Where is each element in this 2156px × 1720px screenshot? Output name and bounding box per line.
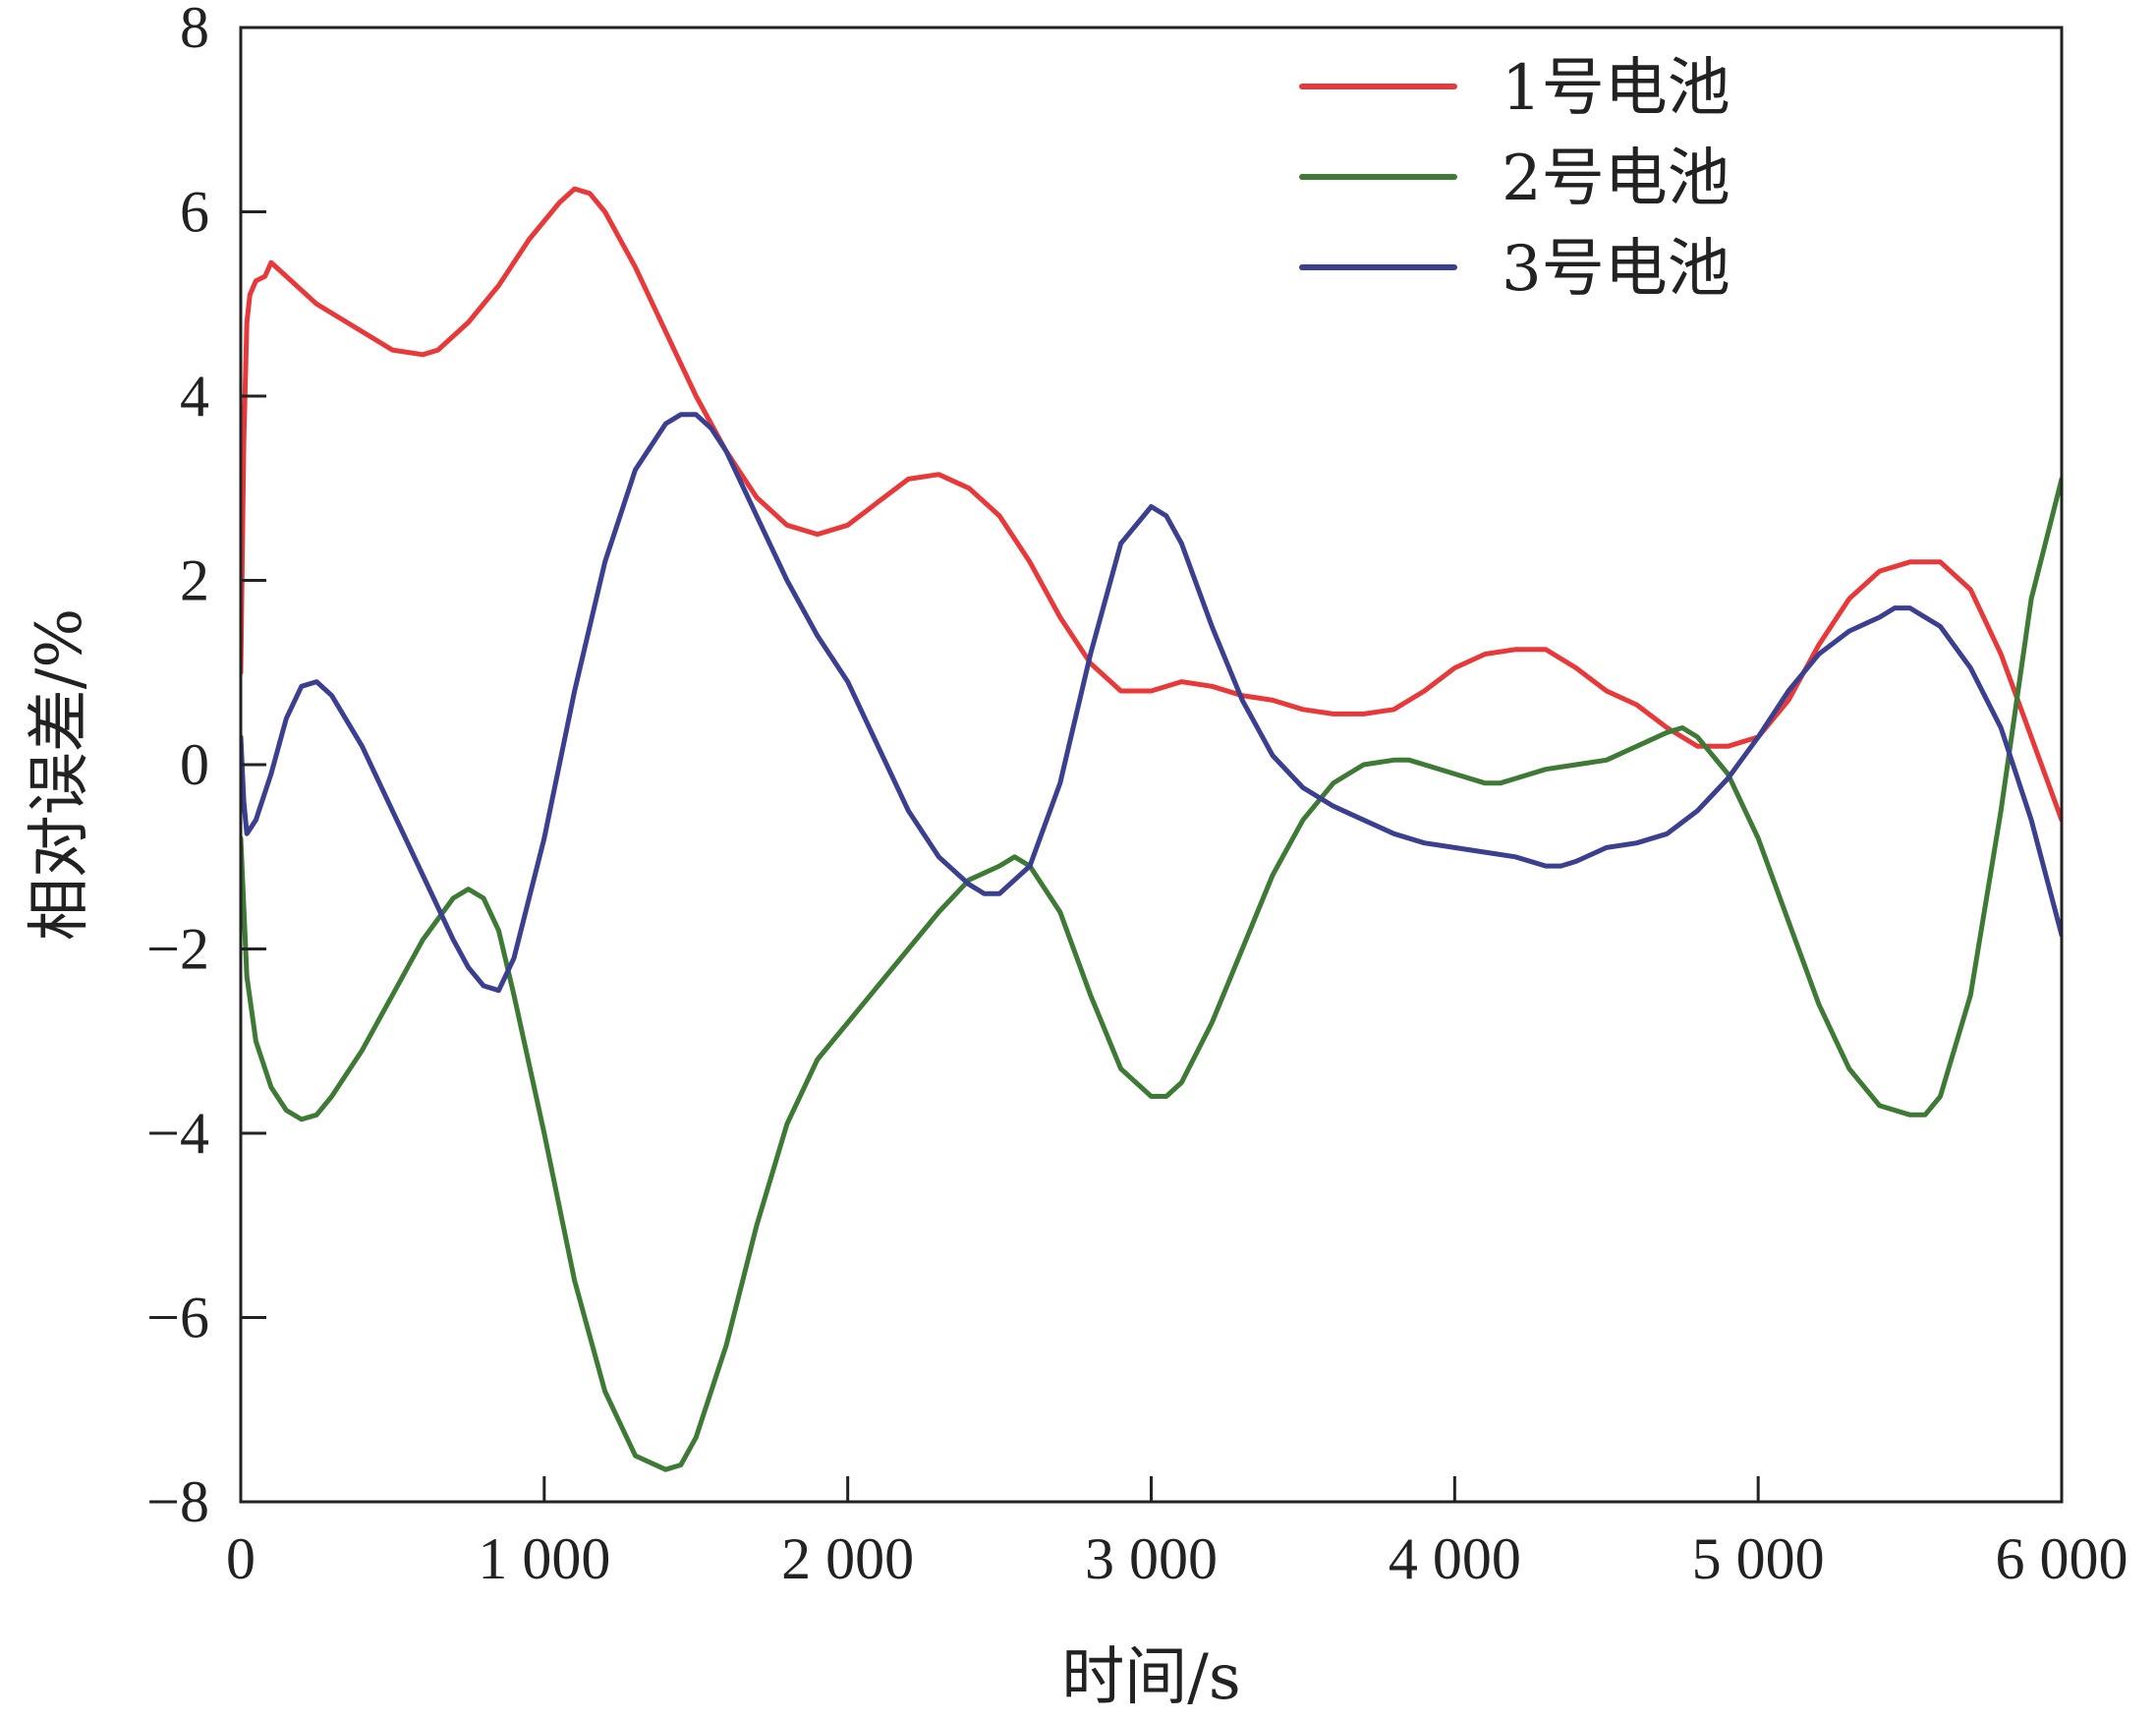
y-tick-label: 0 — [180, 732, 209, 797]
y-tick-label: 4 — [180, 364, 209, 429]
series-layer — [241, 186, 2062, 1472]
x-tick-label: 0 — [226, 1526, 255, 1591]
y-tick-label: −2 — [146, 917, 209, 982]
x-axis-ticks: 0 1 000 2 000 3 000 4 000 5 000 6 000 — [226, 1476, 2128, 1591]
series-line-1 — [241, 186, 2062, 823]
y-axis-title: 相对误差/% — [24, 608, 96, 941]
legend-label-3: 3号电池 — [1502, 233, 1730, 306]
y-tick-label: 8 — [180, 0, 209, 60]
x-axis-title: 时间/s — [1061, 1641, 1240, 1714]
y-axis-ticks: −8 −6 −4 −2 0 2 4 6 8 — [146, 0, 266, 1534]
x-tick-label: 6 000 — [1996, 1526, 2128, 1591]
legend-label-2: 2号电池 — [1502, 143, 1730, 215]
legend-label-1: 1号电池 — [1502, 52, 1730, 125]
legend: 1号电池 2号电池 3号电池 — [1299, 52, 1730, 306]
x-tick-label: 1 000 — [478, 1526, 610, 1591]
series-line-2 — [241, 476, 2062, 1472]
y-tick-label: −4 — [146, 1101, 209, 1166]
x-tick-label: 3 000 — [1085, 1526, 1218, 1591]
y-tick-label: 6 — [180, 180, 209, 245]
x-tick-label: 5 000 — [1692, 1526, 1825, 1591]
y-tick-label: 2 — [180, 548, 209, 613]
x-tick-label: 4 000 — [1389, 1526, 1521, 1591]
y-tick-label: −6 — [146, 1286, 209, 1350]
x-tick-label: 2 000 — [781, 1526, 914, 1591]
y-tick-label: −8 — [146, 1469, 209, 1534]
series-line-3 — [241, 412, 2062, 994]
plot-frame — [239, 26, 2064, 1504]
